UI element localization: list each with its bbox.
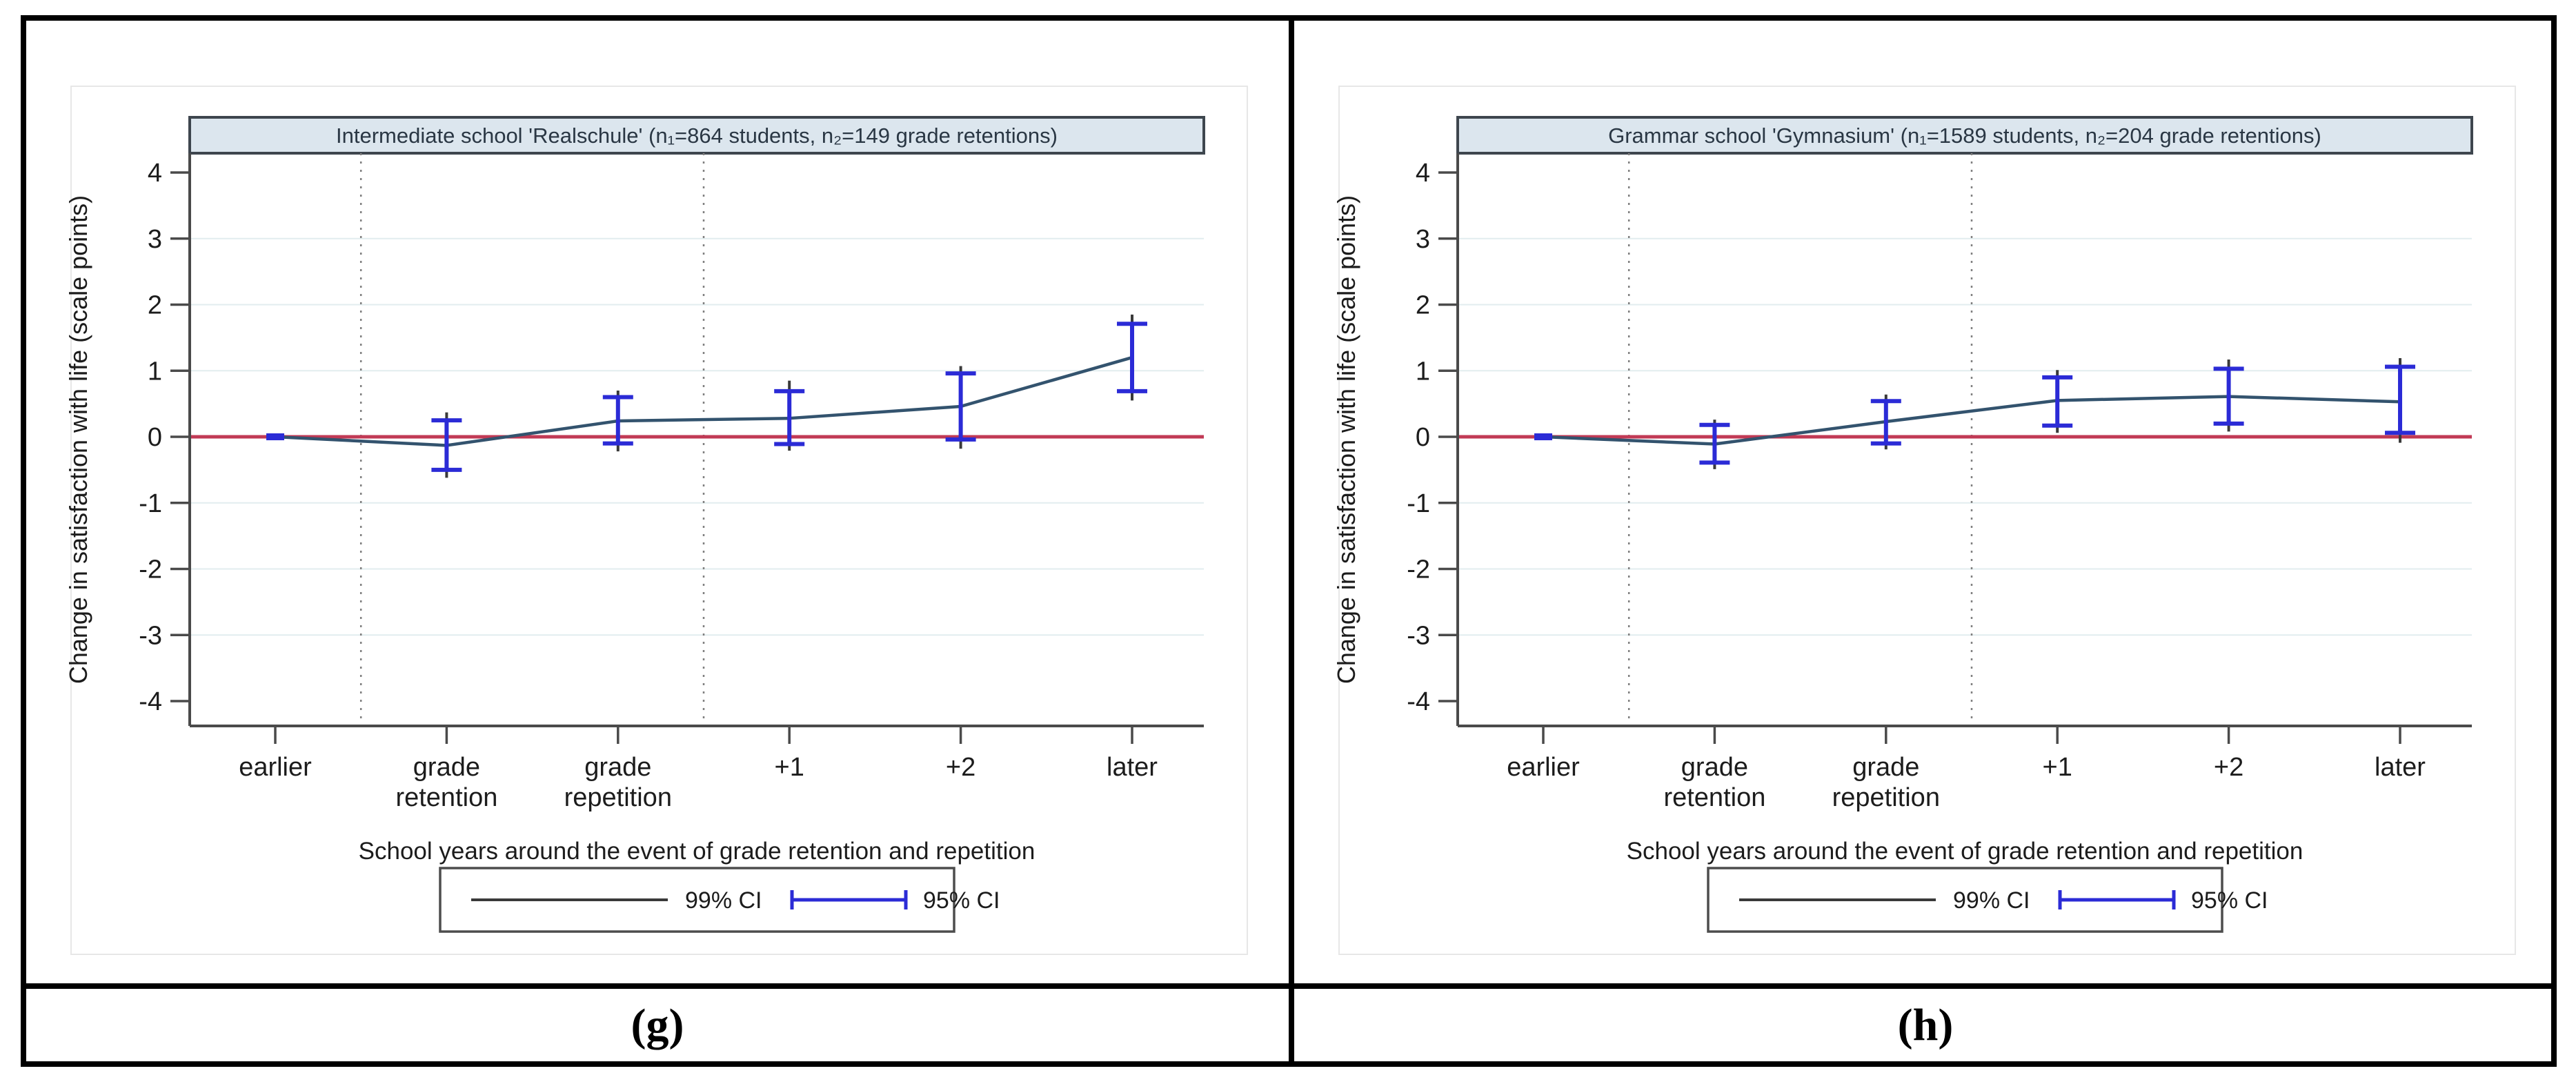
y-tick-label: 2 bbox=[148, 291, 162, 320]
y-tick-label: 1 bbox=[148, 357, 162, 386]
y-tick-label: -4 bbox=[1407, 687, 1430, 716]
y-tick-label: 0 bbox=[148, 423, 162, 452]
caption-cell-g: (g) bbox=[26, 989, 1289, 1061]
table-divider-vertical bbox=[1289, 15, 1294, 1067]
graph-region bbox=[1338, 86, 2516, 955]
x-axis-title: School years around the event of grade r… bbox=[359, 838, 1036, 865]
x-tick-label: later bbox=[1107, 753, 1158, 782]
chart-title: Intermediate school 'Realschule' (n₁=864… bbox=[336, 124, 1058, 148]
y-tick-label: -2 bbox=[1407, 555, 1430, 584]
x-tick-label: grade repetition bbox=[1832, 753, 1940, 812]
legend-ci99-label: 99% CI bbox=[1953, 887, 2030, 914]
caption-cell-h: (h) bbox=[1294, 989, 2557, 1061]
y-tick-label: -2 bbox=[139, 555, 162, 584]
y-axis-title: Change in satisfaction with life (scale … bbox=[1332, 195, 1360, 684]
x-tick-label: earlier bbox=[239, 753, 312, 782]
reference-point-marker bbox=[1534, 433, 1552, 440]
y-tick-label: 3 bbox=[148, 225, 162, 254]
chart-title-bar bbox=[1456, 116, 2473, 155]
chart-gymnasium: Grammar school 'Gymnasium' (n₁=1589 stud… bbox=[1332, 86, 2516, 955]
point-estimate-line bbox=[275, 355, 1133, 447]
x-tick-label: grade repetition bbox=[564, 753, 672, 812]
table-border-right bbox=[2551, 15, 2557, 1067]
legend-ci99-label: 99% CI bbox=[685, 887, 762, 914]
x-tick-label: grade retention bbox=[395, 753, 497, 812]
x-tick-label: +2 bbox=[946, 753, 975, 782]
panel-caption-g: (g) bbox=[631, 999, 684, 1050]
table-border-left bbox=[21, 15, 26, 1067]
y-tick-label: 3 bbox=[1416, 225, 1430, 254]
y-tick-label: 1 bbox=[1416, 357, 1430, 386]
legend-ci95-label: 95% CI bbox=[923, 887, 1000, 914]
y-tick-label: -3 bbox=[1407, 621, 1430, 650]
point-estimate-line bbox=[1543, 395, 2401, 446]
y-tick-label: 4 bbox=[1416, 159, 1430, 188]
gridlines bbox=[190, 237, 1204, 636]
chart-realschule: Intermediate school 'Realschule' (n₁=864… bbox=[64, 86, 1248, 955]
x-tick-label: +1 bbox=[2043, 753, 2072, 782]
x-axis-title: School years around the event of grade r… bbox=[1627, 838, 2303, 865]
reference-point-marker bbox=[266, 433, 284, 440]
y-tick-label: -4 bbox=[139, 687, 162, 716]
x-tick-label: later bbox=[2375, 753, 2426, 782]
x-tick-label: grade retention bbox=[1663, 753, 1765, 812]
panel-caption-h: (h) bbox=[1897, 999, 1954, 1050]
y-tick-label: -3 bbox=[139, 621, 162, 650]
x-tick-label: earlier bbox=[1507, 753, 1580, 782]
x-tick-label: +1 bbox=[775, 753, 804, 782]
x-tick-label: +2 bbox=[2214, 753, 2243, 782]
table-divider-horizontal bbox=[21, 983, 2557, 989]
y-axis-title: Change in satisfaction with life (scale … bbox=[64, 195, 92, 684]
y-tick-label: -1 bbox=[1407, 489, 1430, 518]
chart-title-bar bbox=[188, 116, 1205, 155]
y-tick-label: 2 bbox=[1416, 291, 1430, 320]
legend-ci95-label: 95% CI bbox=[2191, 887, 2268, 914]
y-tick-label: 0 bbox=[1416, 423, 1430, 452]
chart-title: Grammar school 'Gymnasium' (n₁=1589 stud… bbox=[1608, 124, 2321, 148]
y-tick-label: -1 bbox=[139, 489, 162, 518]
gridlines bbox=[1458, 237, 2472, 636]
graph-region bbox=[70, 86, 1248, 955]
y-tick-label: 4 bbox=[148, 159, 162, 188]
